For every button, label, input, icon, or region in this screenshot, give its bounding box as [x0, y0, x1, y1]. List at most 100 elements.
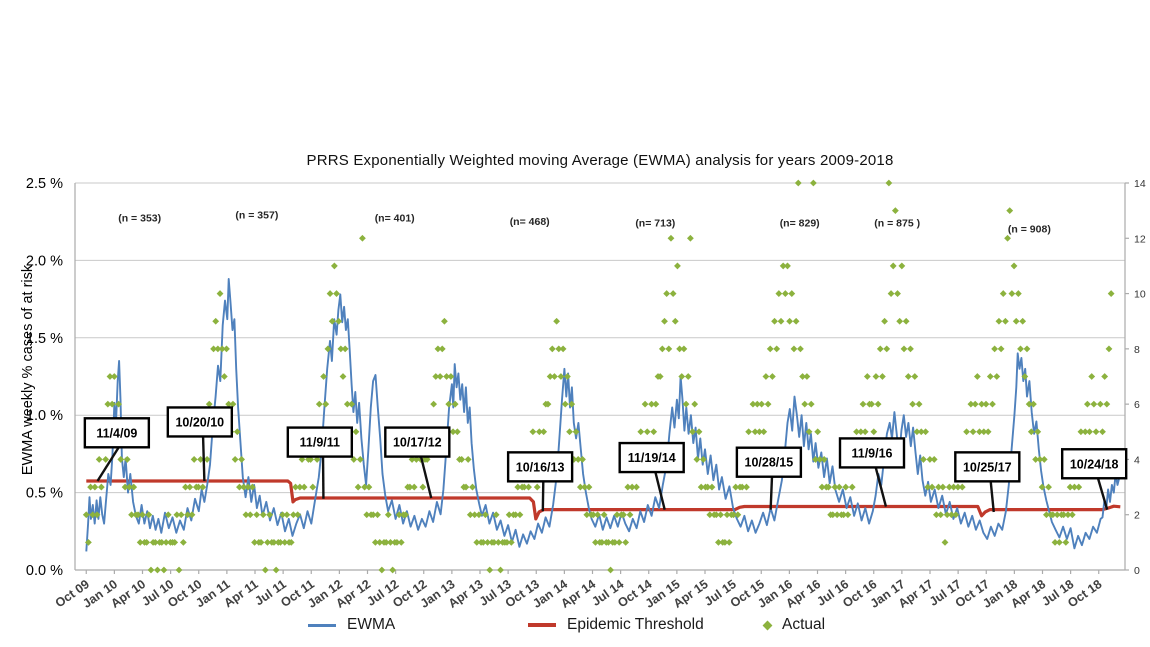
actual-point: [1027, 428, 1035, 436]
actual-point: [397, 538, 405, 546]
actual-point: [749, 400, 757, 408]
actual-point: [212, 317, 220, 325]
actual-point: [447, 373, 455, 380]
actual-point: [911, 373, 919, 380]
actual-point: [874, 400, 882, 408]
callout-box: [838, 437, 906, 469]
actual-point: [734, 511, 742, 519]
actual-point: [1021, 373, 1029, 380]
actual-point: [725, 538, 733, 546]
actual-point: [548, 345, 556, 353]
actual-point: [909, 400, 917, 408]
actual-point: [438, 345, 446, 353]
actual-point: [1060, 511, 1068, 519]
actual-point: [868, 400, 876, 408]
actual-point: [859, 400, 867, 408]
actual-point: [130, 483, 138, 491]
actual-point: [184, 511, 192, 519]
actual-point: [663, 290, 671, 297]
actual-point: [1032, 456, 1040, 463]
actual-point: [697, 483, 705, 491]
actual-point: [514, 483, 522, 491]
actual-point: [97, 483, 105, 491]
actual-point: [1030, 400, 1037, 408]
actual-point: [277, 538, 284, 546]
actual-point: [540, 428, 548, 436]
actual-point: [814, 428, 822, 436]
actual-point: [296, 483, 304, 491]
actual-point: [253, 511, 261, 519]
actual-point: [775, 290, 783, 297]
actual-point: [669, 290, 677, 297]
actual-point: [1075, 483, 1083, 491]
actual-point: [671, 317, 679, 325]
actual-point: [393, 538, 401, 546]
actual-point: [777, 317, 785, 325]
actual-point: [1081, 428, 1089, 436]
n-count-label: (n = 357): [235, 210, 278, 222]
actual-point: [971, 400, 979, 408]
actual-point: [466, 511, 474, 519]
actual-point: [1049, 511, 1057, 519]
n-count-label: (n = 875 ): [874, 217, 920, 229]
actual-point: [848, 483, 856, 491]
actual-point: [693, 456, 701, 463]
actual-point: [236, 483, 243, 491]
actual-point: [958, 483, 966, 491]
actual-point: [898, 262, 906, 270]
actual-point: [1099, 428, 1106, 436]
ewma-line: [85, 278, 1121, 552]
callout-leader: [1096, 475, 1109, 510]
actual-point: [766, 345, 774, 353]
actual-point: [361, 483, 368, 491]
actual-point: [231, 456, 239, 463]
actual-point: [1010, 262, 1018, 270]
actual-point: [244, 483, 252, 491]
actual-point: [1101, 373, 1109, 380]
y-left-tick-label: 1.5 %: [26, 331, 63, 347]
actual-point: [948, 511, 955, 519]
actual-point: [1105, 345, 1113, 353]
actual-point: [469, 483, 476, 491]
callout-leader: [419, 454, 433, 499]
actual-point: [162, 538, 170, 546]
actual-point: [579, 456, 586, 463]
actual-point: [145, 511, 153, 519]
actual-point: [1077, 428, 1085, 436]
actual-point: [315, 400, 323, 408]
actual-point: [572, 428, 580, 436]
actual-point: [648, 400, 655, 408]
actual-point: [790, 345, 798, 353]
y-left-tick-label: 0.0 %: [26, 563, 63, 579]
actual-point: [1107, 290, 1115, 297]
actual-point: [883, 345, 891, 353]
actual-point: [479, 538, 487, 546]
actual-point: [928, 483, 936, 491]
actual-point: [484, 538, 491, 546]
actual-point: [218, 345, 226, 353]
actual-point: [792, 317, 800, 325]
actual-point: [272, 566, 280, 574]
actual-point: [188, 511, 196, 519]
actual-point: [475, 511, 483, 519]
actual-point: [952, 511, 960, 519]
actual-point: [583, 511, 591, 519]
actual-point: [682, 400, 690, 408]
actual-point: [359, 234, 366, 242]
actual-point: [920, 456, 927, 463]
actual-point: [641, 400, 649, 408]
actual-point: [764, 400, 772, 408]
actual-point: [337, 345, 345, 353]
actual-point: [762, 373, 770, 380]
actual-point: [214, 345, 222, 353]
actual-point: [374, 511, 381, 519]
actual-point: [283, 511, 291, 519]
actual-point: [768, 373, 776, 380]
actual-point: [788, 290, 796, 297]
actual-point: [799, 373, 806, 380]
actual-point: [652, 400, 660, 408]
actual-point: [1038, 483, 1046, 491]
actual-point: [695, 428, 703, 436]
actual-point: [773, 345, 781, 353]
